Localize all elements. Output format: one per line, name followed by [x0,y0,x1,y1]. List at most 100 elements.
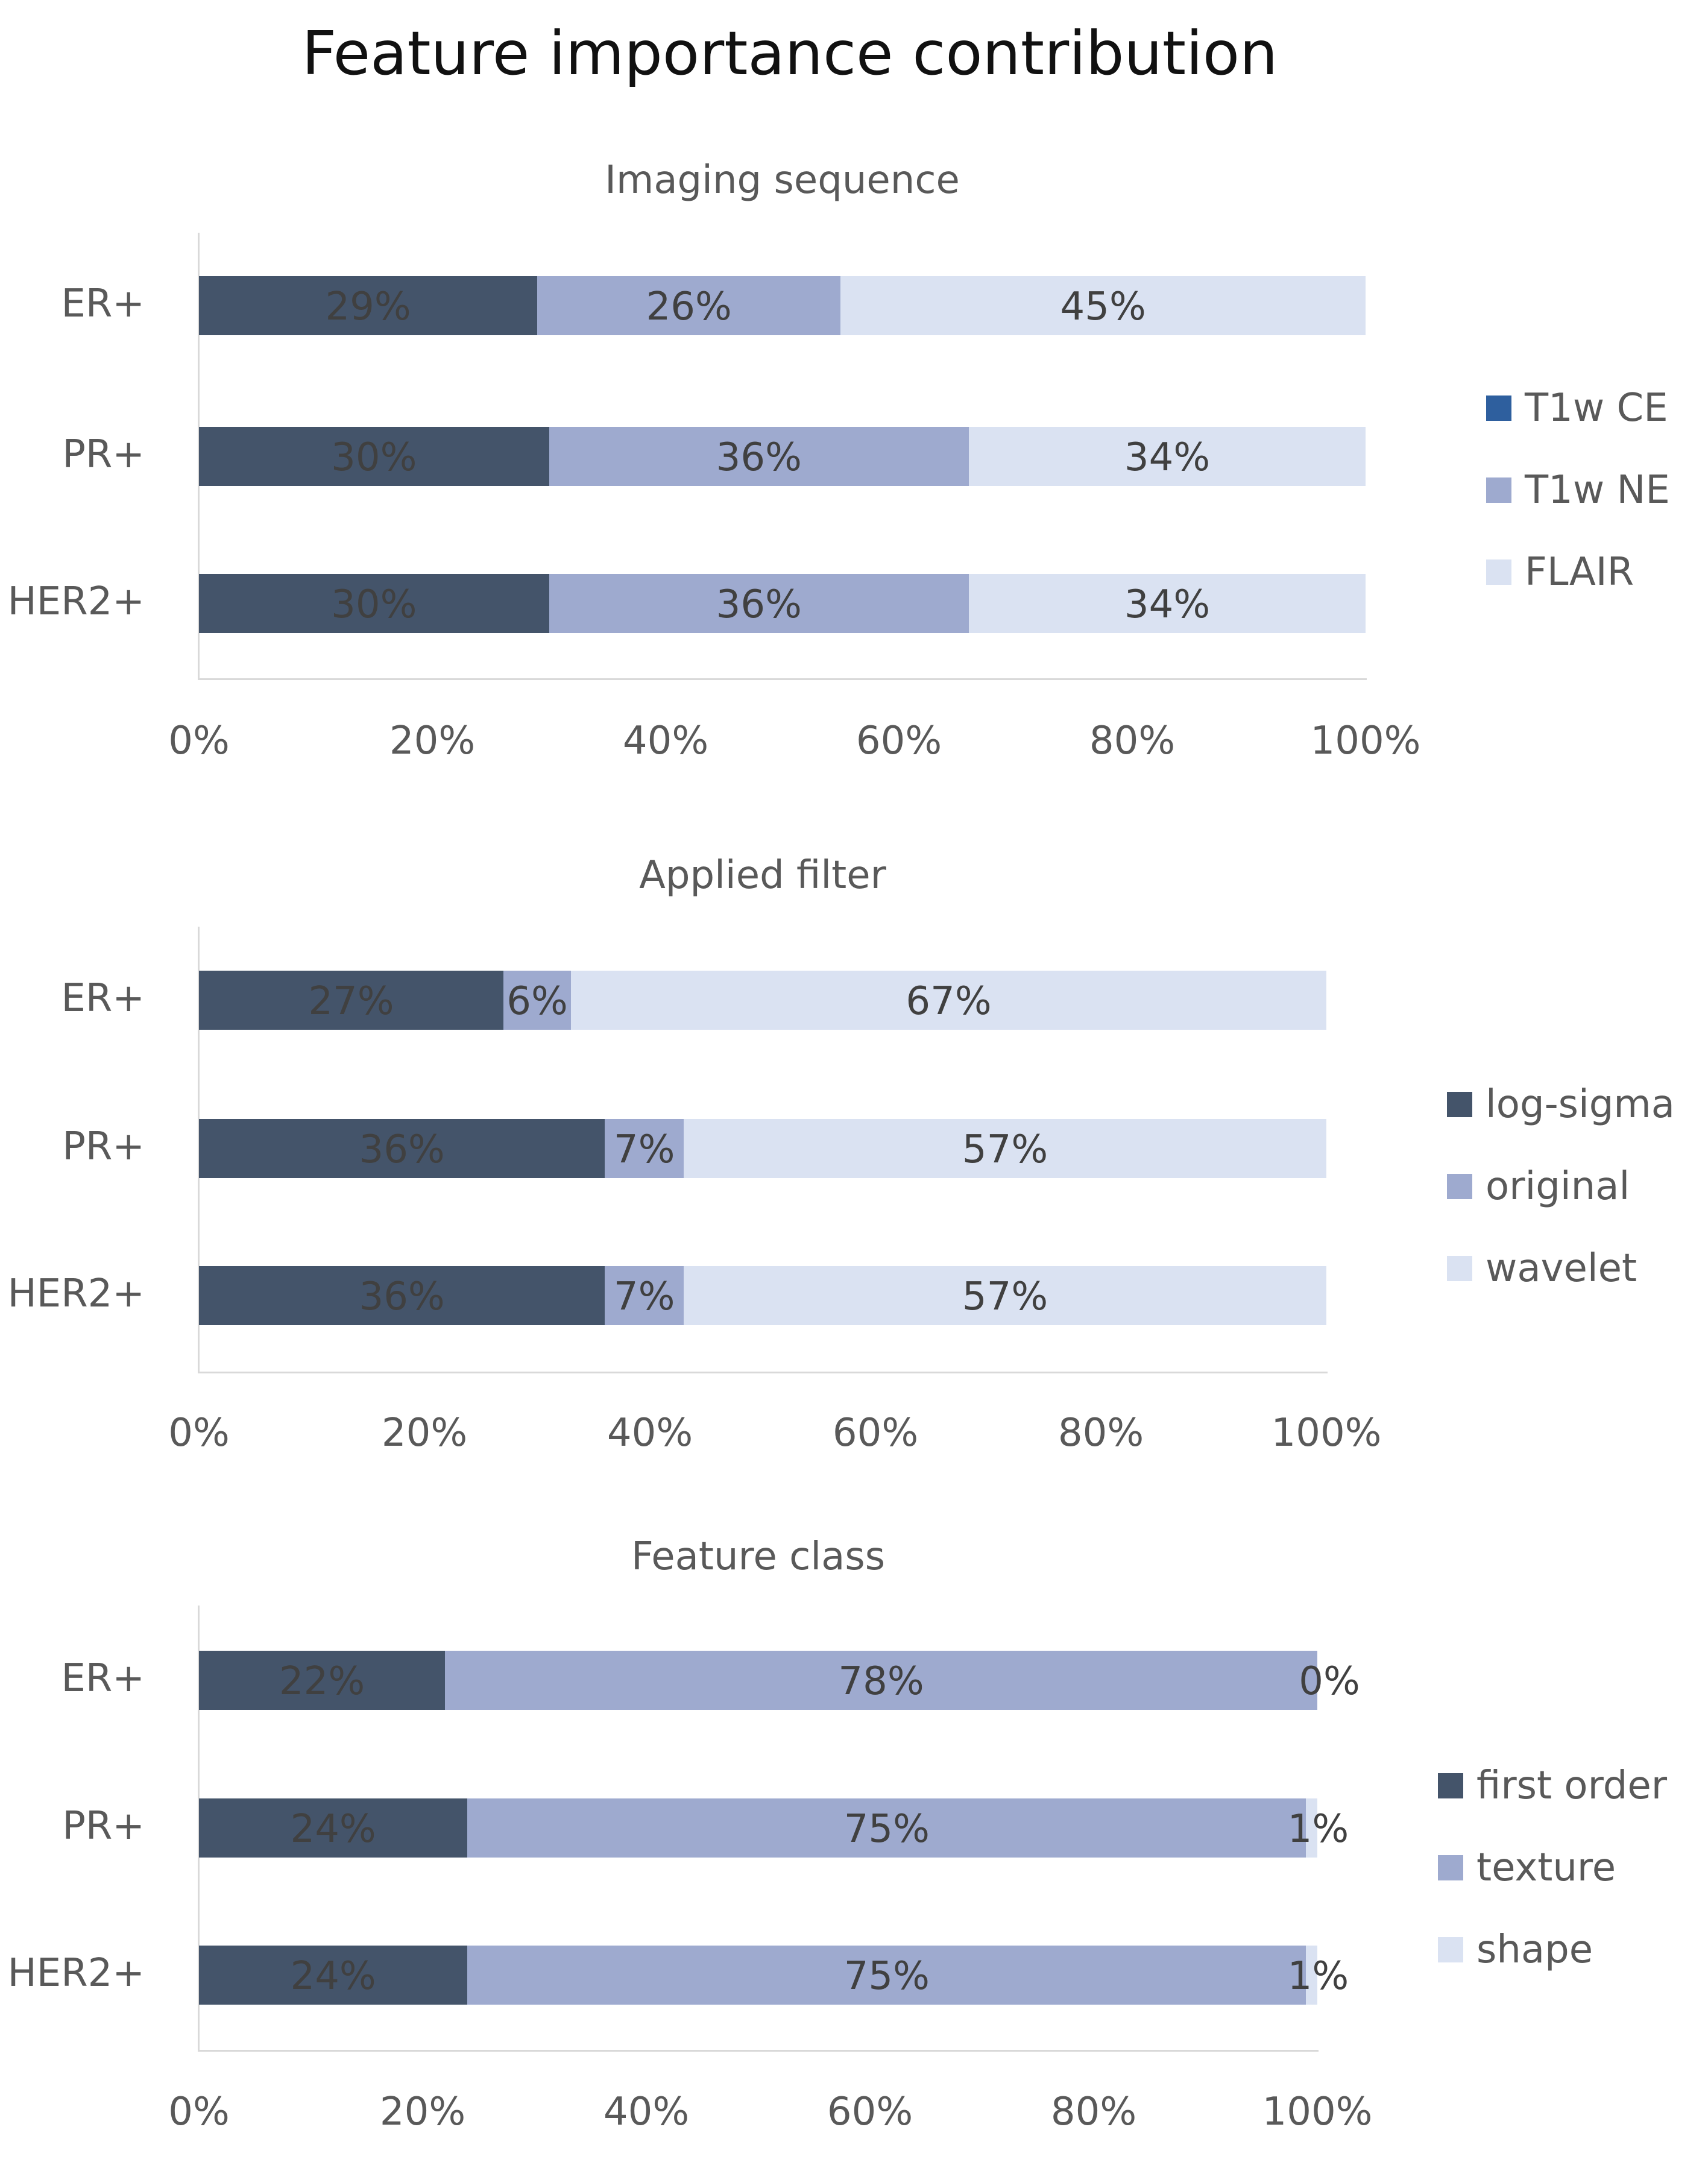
x-tick-label: 40% [603,2090,690,2134]
bar-segment [503,971,572,1030]
data-label: 24% [290,1954,376,1999]
bar-segment [840,276,1366,335]
bar-segment [199,574,549,633]
category-label: PR+ [62,1804,145,1848]
category-label: ER+ [61,976,145,1021]
bar-segment [605,1266,684,1325]
x-axis-line [198,678,1367,680]
x-tick-label: 80% [1050,2090,1137,2134]
bar-segment [199,971,503,1030]
legend-swatch [1447,1174,1472,1199]
x-tick-label: 80% [1089,719,1176,763]
legend-label: wavelet [1486,1246,1637,1291]
x-tick-label: 80% [1057,1411,1144,1455]
x-tick-label: 100% [1271,1411,1382,1455]
x-tick-label: 0% [168,2090,230,2134]
data-label: 67% [906,979,992,1024]
data-label: 7% [613,1275,675,1319]
category-label: ER+ [61,282,145,326]
category-label: PR+ [62,432,145,477]
category-label: PR+ [62,1124,145,1169]
bar-segment [467,1946,1306,2005]
bar-segment [445,1651,1317,1710]
bar-segment [549,574,969,633]
x-axis-line [198,2050,1319,2052]
legend-swatch [1438,1937,1463,1962]
data-label: 75% [843,1807,930,1852]
bar-segment [467,1798,1306,1858]
data-label: 27% [308,979,394,1024]
x-tick-label: 20% [381,1411,468,1455]
legend-swatch [1447,1256,1472,1281]
legend-label: log-sigma [1486,1082,1675,1127]
category-label: HER2+ [7,1951,145,1996]
legend-swatch [1486,477,1511,503]
data-label: 36% [716,582,802,627]
x-tick-label: 20% [389,719,476,763]
x-tick-label: 0% [168,719,230,763]
data-label: 78% [838,1659,924,1704]
bar-segment [549,427,969,486]
data-label: 24% [290,1807,376,1852]
legend-label: texture [1476,1845,1616,1890]
panel-title: Applied filter [639,853,886,898]
legend-label: original [1486,1164,1630,1209]
data-label: 36% [716,435,802,480]
data-label: 36% [359,1275,445,1319]
bar-segment [199,1651,446,1710]
data-label: 34% [1124,435,1211,480]
category-label: ER+ [61,1656,145,1701]
chart-main-title: Feature importance contribution [301,18,1278,89]
x-tick-label: 60% [827,2090,913,2134]
legend-label: first order [1476,1763,1668,1808]
bar-segment [199,427,549,486]
data-label: 1% [1287,1807,1349,1852]
legend-swatch [1486,559,1511,585]
data-label: 7% [613,1127,675,1172]
data-label: 22% [279,1659,365,1704]
legend-label: shape [1476,1927,1593,1972]
bar-segment [199,1119,605,1178]
panel-title: Imaging sequence [605,158,960,203]
bar-segment [199,276,538,335]
x-axis-line [198,1372,1328,1373]
x-tick-label: 20% [379,2090,466,2134]
bar-segment [969,574,1366,633]
category-label: HER2+ [7,1272,145,1316]
category-label: HER2+ [7,579,145,624]
x-tick-label: 40% [607,1411,693,1455]
data-label: 75% [843,1954,930,1999]
data-label: 6% [506,979,568,1024]
bar-segment [199,1798,468,1858]
bar-segment [537,276,841,335]
x-tick-label: 100% [1310,719,1421,763]
data-label: 34% [1124,582,1211,627]
legend-swatch [1447,1092,1472,1117]
bar-segment [605,1119,684,1178]
bar-segment [571,971,1326,1030]
x-tick-label: 100% [1262,2090,1373,2134]
bar-segment [1306,1798,1317,1858]
legend-label: T1w CE [1525,386,1668,430]
data-label: 36% [359,1127,445,1172]
bar-segment [1306,1946,1317,2005]
data-label: 30% [331,582,417,627]
bar-segment [684,1266,1326,1325]
bar-segment [684,1119,1326,1178]
legend-swatch [1438,1773,1463,1798]
x-tick-label: 60% [832,1411,919,1455]
y-axis-line [198,927,200,1372]
bar-segment [969,427,1366,486]
x-tick-label: 40% [622,719,709,763]
data-label: 0% [1299,1659,1360,1704]
data-label: 26% [646,285,732,329]
panel-title: Feature class [631,1534,886,1579]
data-label: 29% [325,285,411,329]
bar-segment [199,1946,468,2005]
data-label: 30% [331,435,417,480]
data-label: 1% [1287,1954,1349,1999]
legend-swatch [1438,1855,1463,1880]
legend-swatch [1486,396,1511,421]
data-label: 57% [962,1275,1048,1319]
